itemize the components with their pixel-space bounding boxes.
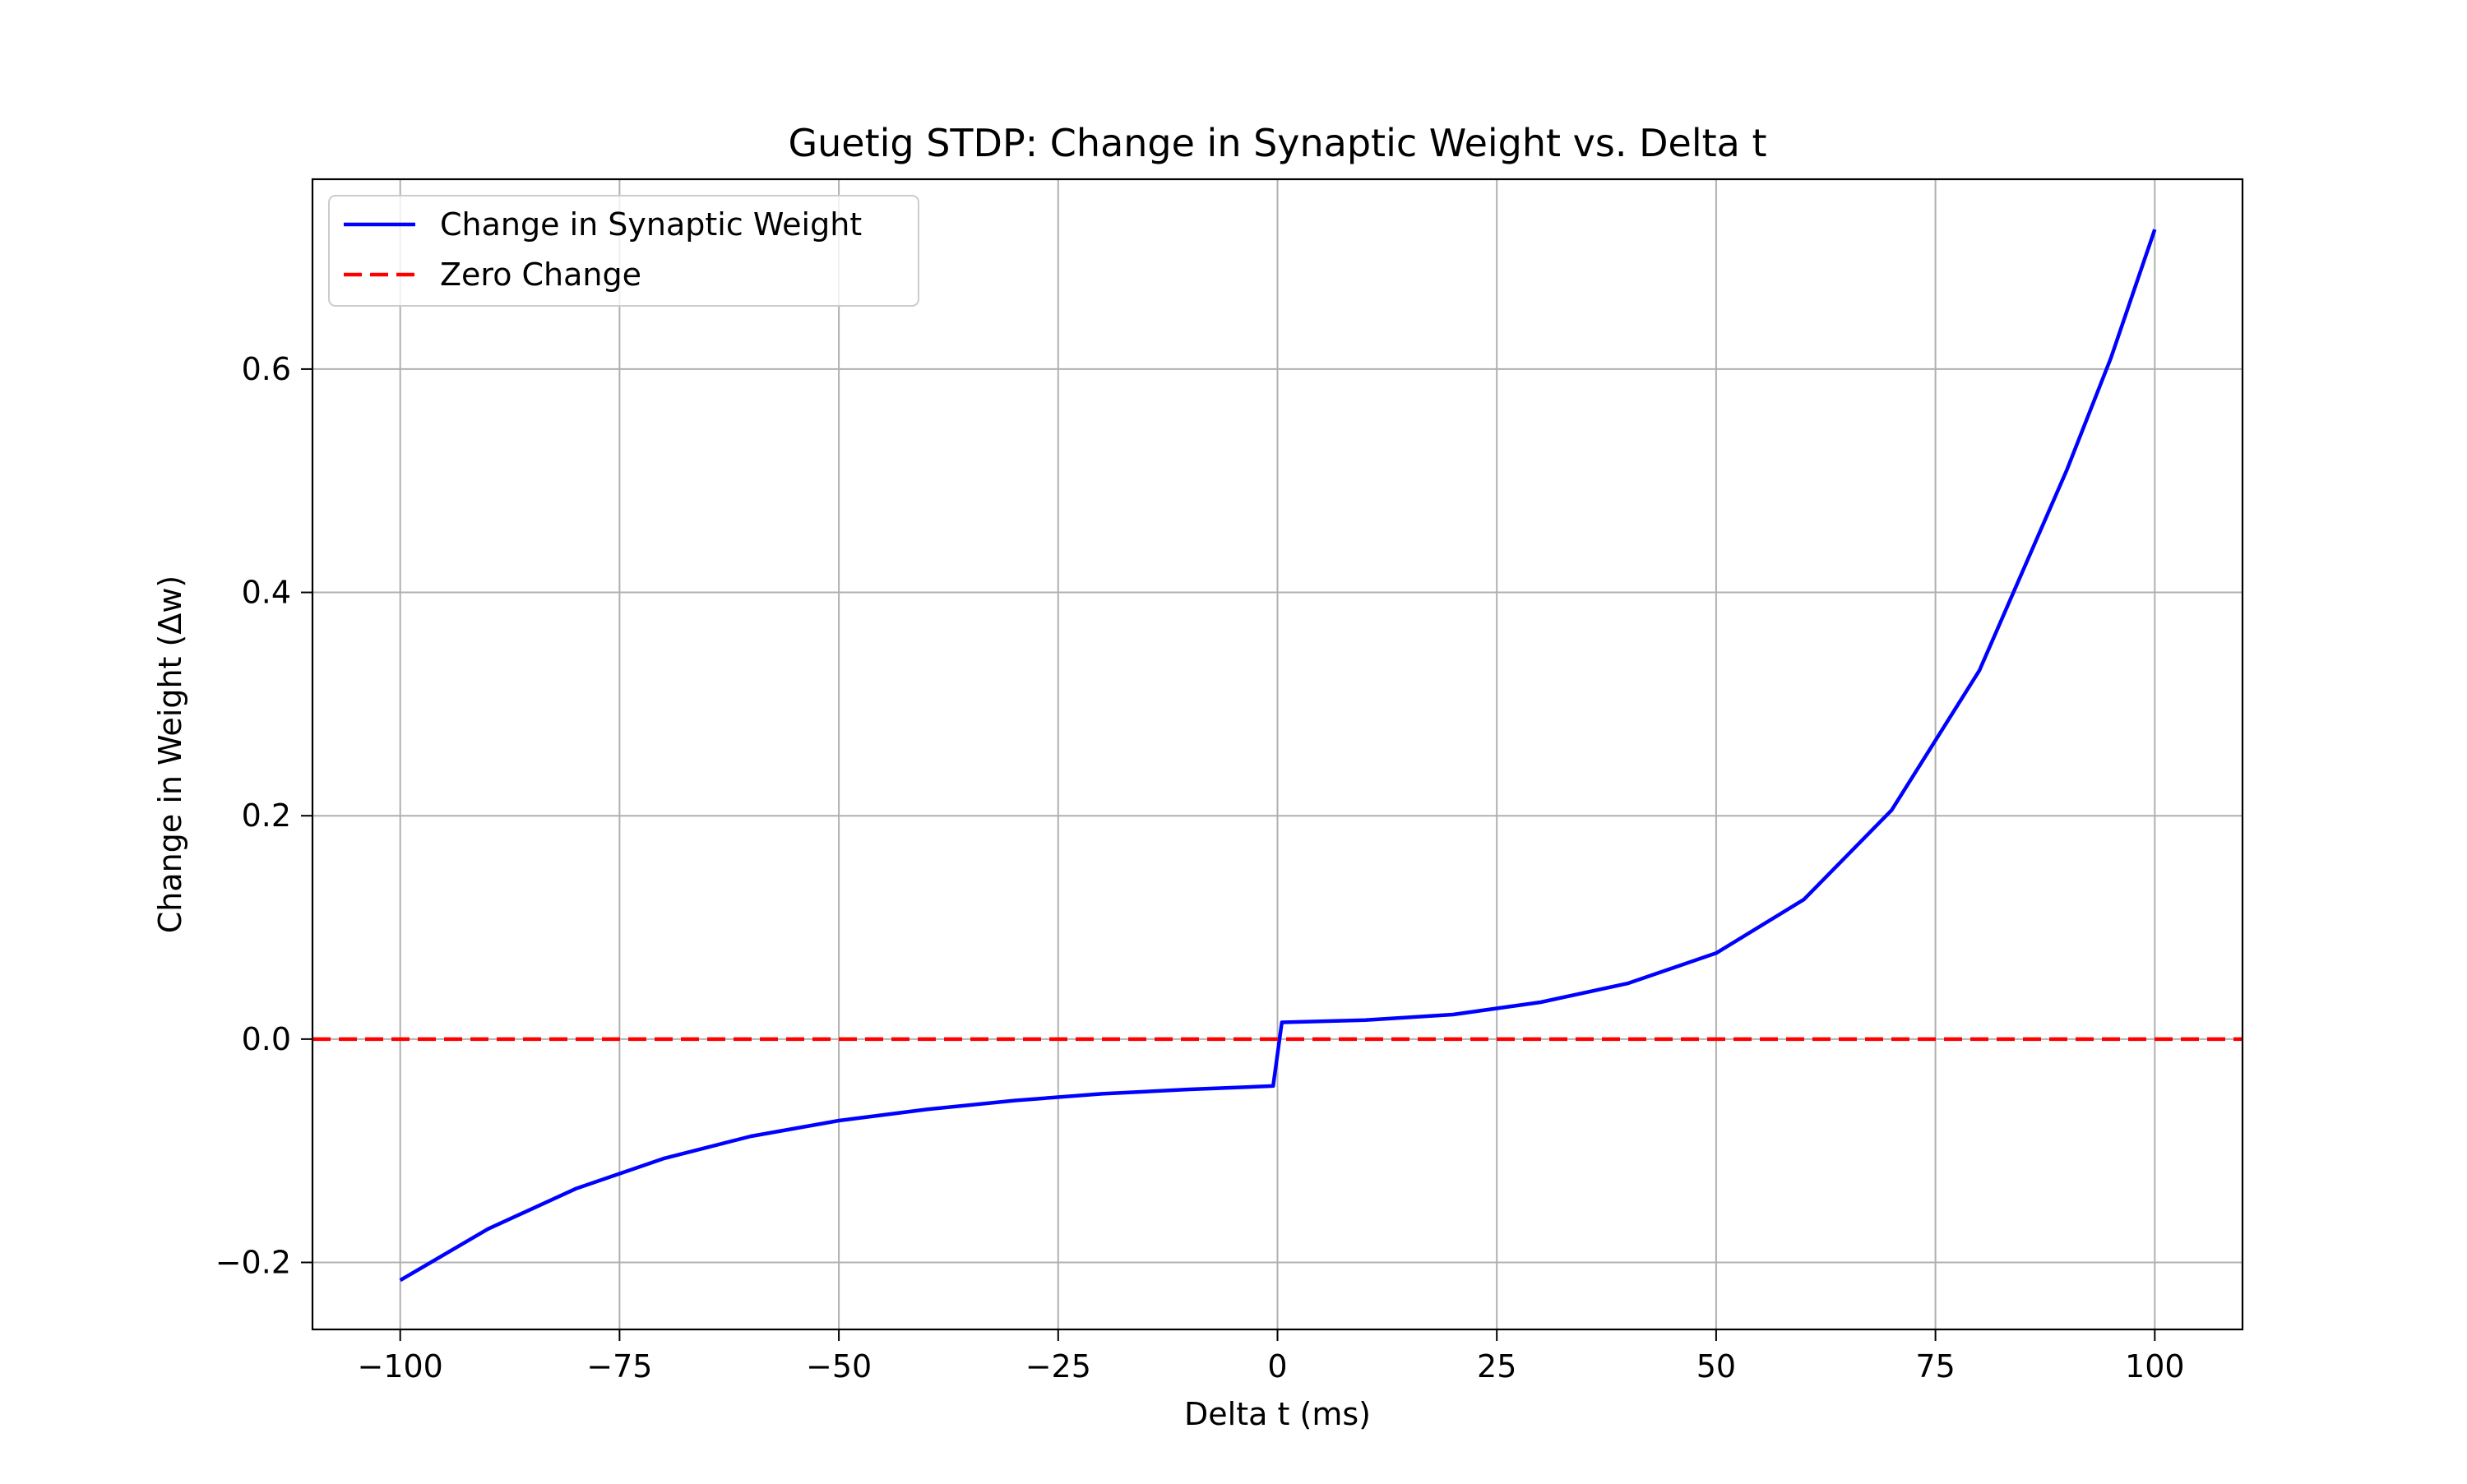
grid [312, 179, 2243, 1329]
x-tick-label: −100 [357, 1348, 442, 1385]
legend-label: Change in Synaptic Weight [440, 206, 862, 243]
y-tick-label: 0.0 [242, 1021, 291, 1057]
series-layer [312, 229, 2243, 1283]
x-axis-ticks: −100 −75 −50 −25 0 25 50 75 100 [357, 1329, 2185, 1385]
legend-label: Zero Change [440, 257, 641, 293]
x-tick-label: −50 [806, 1348, 872, 1385]
x-tick-label: −75 [586, 1348, 652, 1385]
x-tick-label: 0 [1267, 1348, 1287, 1385]
y-tick-label: 0.4 [242, 575, 291, 611]
x-axis-label: Delta t (ms) [1184, 1396, 1371, 1432]
y-tick-label: 0.6 [242, 351, 291, 387]
legend-box [328, 195, 919, 307]
x-tick-label: 75 [1915, 1348, 1955, 1385]
y-axis-label: Change in Weight (Δw) [152, 576, 188, 933]
legend: Change in Synaptic Weight Zero Change [328, 195, 919, 307]
x-tick-label: 25 [1477, 1348, 1516, 1385]
y-tick-label: 0.2 [242, 797, 291, 834]
y-tick-label: −0.2 [215, 1245, 291, 1281]
x-tick-label: 50 [1696, 1348, 1736, 1385]
synaptic-weight-line [399, 229, 2157, 1283]
y-axis-ticks: −0.2 0.0 0.2 0.4 0.6 [215, 351, 312, 1281]
x-tick-label: −25 [1025, 1348, 1091, 1385]
chart-title: Guetig STDP: Change in Synaptic Weight v… [788, 121, 1766, 165]
x-tick-label: 100 [2125, 1348, 2185, 1385]
